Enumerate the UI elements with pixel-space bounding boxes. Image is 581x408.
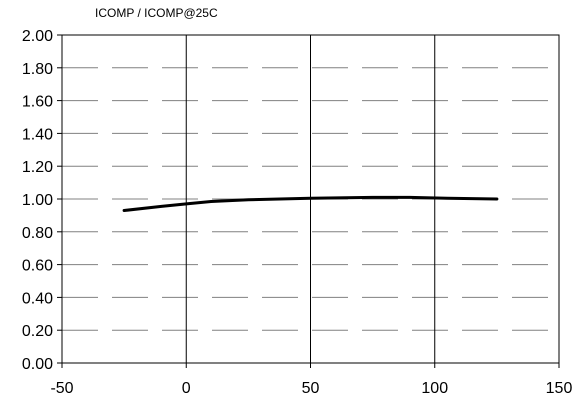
axis-layer <box>57 34 560 368</box>
x-tick-label: 150 <box>546 380 573 397</box>
y-tick-label: 0.40 <box>22 290 53 307</box>
y-tick-label: 1.00 <box>22 192 53 209</box>
y-tick-label: 2.00 <box>22 28 53 45</box>
y-tick-label: 1.80 <box>22 61 53 78</box>
y-tick-label: 1.20 <box>22 159 53 176</box>
y-tick-label: 0.00 <box>22 356 53 373</box>
chart-title: ICOMP / ICOMP@25C <box>95 6 218 20</box>
x-tick-label: 0 <box>182 380 191 397</box>
series-line <box>122 195 499 212</box>
x-tick-label: 100 <box>421 380 448 397</box>
series-layer <box>122 195 499 212</box>
tick-labels-layer: 0.00 0.20 0.40 0.60 0.80 1.00 1.20 1.40 1.60 1.80… <box>22 28 573 397</box>
y-tick-label: 0.80 <box>22 225 53 242</box>
x-tick-label: 50 <box>302 380 320 397</box>
y-tick-label: 1.40 <box>22 126 53 143</box>
y-tick-label: 0.20 <box>22 323 53 340</box>
y-tick-label: 1.60 <box>22 94 53 111</box>
y-tick-label: 0.60 <box>22 258 53 275</box>
x-tick-label: -50 <box>50 380 73 397</box>
